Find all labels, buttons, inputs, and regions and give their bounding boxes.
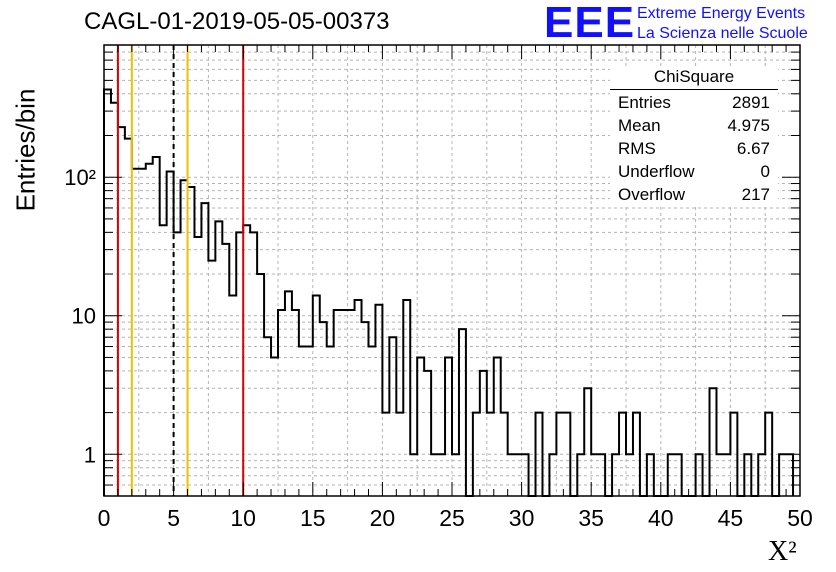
- stats-value: 6.67: [736, 139, 770, 158]
- stats-row-rms: RMS 6.67: [618, 139, 770, 161]
- eee-logo: EEE Extreme Energy Events La Scienza nel…: [544, 0, 834, 47]
- stats-value: 217: [741, 185, 770, 204]
- stats-title: ChiSquare: [653, 67, 735, 86]
- stats-value: 2891: [732, 93, 770, 112]
- stats-divider: [610, 89, 778, 90]
- x-tick-label: 45: [718, 505, 744, 531]
- page-title: CAGL-01-2019-05-05-00373: [84, 8, 390, 35]
- x-tick-label: 0: [98, 505, 111, 531]
- logo-line-1: Extreme Energy Events: [637, 5, 806, 22]
- x-tick-label: 20: [370, 505, 396, 531]
- stats-row-entries: Entries 2891: [618, 93, 770, 115]
- stats-row-mean: Mean 4.975: [618, 116, 770, 138]
- stats-row-overflow: Overflow 217: [618, 185, 770, 207]
- stats-key: Mean: [618, 116, 661, 135]
- x-tick-label: 50: [787, 505, 813, 531]
- x-tick-label: 15: [300, 505, 326, 531]
- y-tick-label: 1: [84, 442, 96, 467]
- x-tick-label: 40: [648, 505, 674, 531]
- stats-box: ChiSquare Entries 2891 Mean 4.975 RMS 6.67 …: [610, 66, 778, 206]
- y-tick-label: 10: [72, 304, 96, 329]
- histogram-series: [103, 88, 795, 497]
- x-tick-label: 35: [578, 505, 604, 531]
- stats-value: 4.975: [727, 116, 770, 135]
- stats-key: Overflow: [618, 185, 686, 204]
- stats-key: RMS: [618, 139, 656, 158]
- x-tick-label: 25: [439, 505, 465, 531]
- x-tick-label: 10: [230, 505, 256, 531]
- x-tick-label: 30: [509, 505, 535, 531]
- y-tick-label: 10²: [64, 165, 96, 190]
- stats-value: 0: [760, 162, 770, 181]
- logo-line-2: La Scienza nelle Scuole: [637, 25, 808, 42]
- logo-mark: EEE: [544, 0, 636, 47]
- stats-key: Underflow: [618, 162, 695, 181]
- stats-key: Entries: [618, 93, 671, 112]
- stats-row-underflow: Underflow 0: [618, 162, 770, 184]
- x-axis-label: X²: [768, 536, 797, 567]
- x-tick-label: 5: [167, 505, 180, 531]
